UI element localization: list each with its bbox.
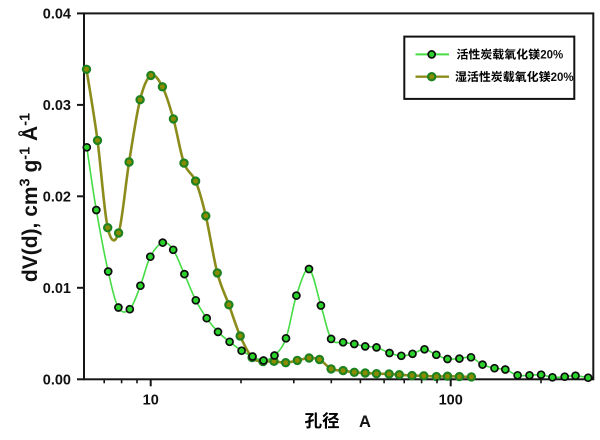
svg-text:0.04: 0.04: [43, 6, 71, 22]
svg-text:0.02: 0.02: [43, 189, 71, 205]
svg-text:10: 10: [143, 393, 159, 409]
svg-text:100: 100: [439, 393, 463, 409]
svg-text:A: A: [359, 413, 371, 431]
svg-text:dV(d), cm3 g-1 Å-1: dV(d), cm3 g-1 Å-1: [18, 113, 43, 282]
svg-text:0.01: 0.01: [43, 281, 71, 297]
svg-text:0.03: 0.03: [43, 98, 71, 114]
svg-text:20%: 20%: [551, 72, 574, 84]
svg-text:20%: 20%: [540, 50, 563, 62]
svg-text:0.00: 0.00: [43, 372, 71, 388]
